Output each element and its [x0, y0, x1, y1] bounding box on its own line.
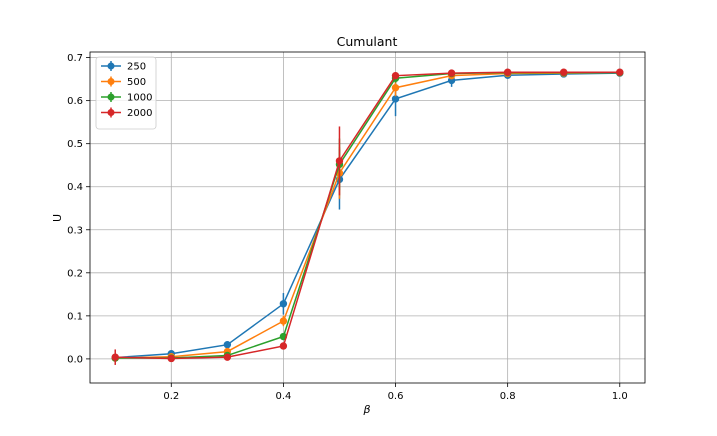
data-point	[560, 68, 568, 76]
data-point	[279, 300, 288, 308]
data-point	[503, 68, 512, 76]
data-point	[391, 71, 400, 80]
legend-item-2000: 2000	[101, 107, 152, 119]
y-tick-label: 0.6	[67, 96, 83, 107]
legend-label: 1000	[127, 93, 152, 104]
legend-label: 250	[127, 62, 146, 73]
data-point	[616, 68, 624, 76]
y-tick-label: 0.7	[67, 53, 83, 64]
data-point	[223, 340, 232, 349]
legend-swatch-marker	[107, 62, 115, 70]
y-tick-label: 0.3	[67, 225, 83, 236]
x-tick-label: 0.8	[500, 391, 516, 402]
y-tick-label: 0.2	[67, 268, 83, 279]
data-point	[167, 354, 175, 363]
series-line	[115, 72, 620, 359]
legend-item-1000: 1000	[101, 92, 152, 104]
y-tick-label: 0.4	[67, 182, 83, 193]
x-tick-label: 0.4	[275, 391, 291, 402]
y-axis-label: U	[51, 214, 64, 222]
x-tick-label: 0.6	[388, 391, 404, 402]
x-tick-label: 0.2	[163, 391, 179, 402]
data-point	[447, 69, 456, 77]
y-tick-label: 0.5	[67, 139, 83, 150]
legend: 250 500 1000 2000	[95, 56, 157, 130]
legend-label: 2000	[127, 108, 152, 119]
y-tick-label: 0.1	[67, 311, 83, 322]
data-point	[391, 84, 400, 92]
legend-swatch-marker	[107, 93, 115, 101]
plot-frame	[89, 51, 646, 384]
legend-swatch-marker	[107, 109, 115, 116]
data-point	[111, 353, 119, 361]
series-line	[115, 71, 620, 360]
chart-title: Cumulant	[337, 34, 398, 49]
data-point	[223, 353, 232, 361]
legend-label: 500	[127, 77, 146, 88]
legend-item-250: 250	[101, 61, 146, 73]
data-point	[279, 342, 288, 350]
x-tick-label: 1.0	[612, 391, 628, 402]
data-point	[279, 317, 288, 325]
data-point	[391, 95, 400, 103]
y-tick-label: 0.0	[67, 354, 83, 365]
x-axis-label: β	[362, 403, 370, 416]
plot-series	[111, 68, 624, 365]
legend-item-500: 500	[101, 76, 146, 88]
data-point	[335, 157, 344, 165]
legend-swatch-marker	[107, 78, 115, 85]
axes: 0.2 0.4 0.6 0.8 1.0 0.0 0.1 0.2 0.3 0.4 0.5 0.6 0.7	[67, 51, 646, 402]
series-2000	[111, 68, 624, 365]
